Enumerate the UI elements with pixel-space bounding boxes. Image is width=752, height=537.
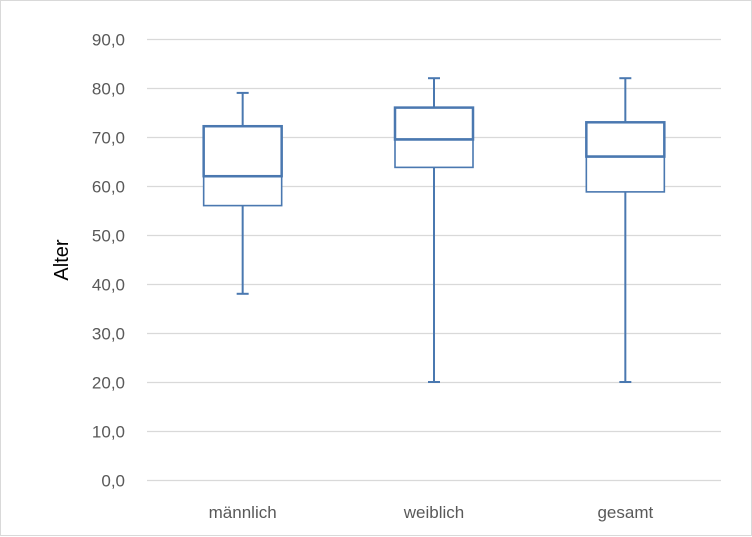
x-tick-labels: männlich weiblich gesamt [209,503,654,522]
y-tick-label: 0,0 [101,472,125,491]
lower-quartile-box [394,138,474,169]
box-weiblich [393,77,475,383]
box-series [202,77,666,383]
y-tick-label: 40,0 [92,276,125,295]
y-tick-label: 20,0 [92,374,125,393]
y-tick-label: 60,0 [92,178,125,197]
upper-quartile-box [202,124,283,178]
upper-quartile-box [393,106,475,141]
y-tick-label: 80,0 [92,80,125,99]
x-tick-label-weiblich: weiblich [403,503,464,522]
y-tick-label: 70,0 [92,129,125,148]
lower-quartile-box [585,155,666,193]
box-gesamt [585,77,666,383]
lower-quartile-box [202,175,283,207]
y-tick-label: 90,0 [92,31,125,50]
box-maennlich [202,91,283,295]
y-tick-label: 50,0 [92,227,125,246]
y-tick-labels: 0,0 10,0 20,0 30,0 40,0 50,0 60,0 70,0 80,0 90,0 [92,31,125,491]
y-tick-label: 10,0 [92,423,125,442]
y-tick-label: 30,0 [92,325,125,344]
x-tick-label-maennlich: männlich [209,503,277,522]
y-axis-title: Alter [51,239,73,280]
x-tick-label-gesamt: gesamt [597,503,653,522]
upper-quartile-box [585,121,666,158]
